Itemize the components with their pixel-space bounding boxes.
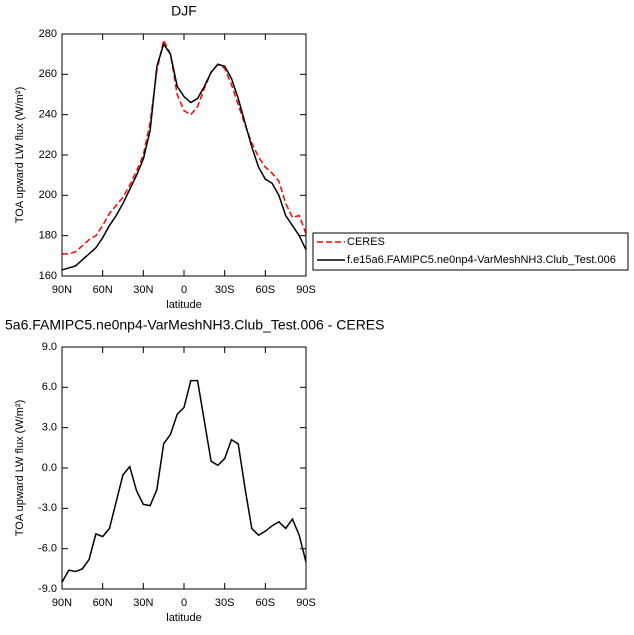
chart-title: 5a6.FAMIPC5.ne0np4-VarMeshNH3.Club_Test.… (5, 317, 384, 333)
y-tick-label: -3.0 (38, 502, 57, 514)
y-tick-label: 220 (39, 149, 57, 161)
x-tick-label: 90S (296, 284, 316, 296)
plot-frame (61, 346, 307, 590)
y-axis-label: TOA upward LW flux (W/m²) (14, 87, 26, 224)
y-tick-label: -6.0 (38, 543, 57, 555)
y-tick-label: 260 (39, 68, 57, 80)
y-tick-label: 180 (39, 230, 57, 242)
x-tick-label: 60N (93, 284, 113, 296)
data-line (61, 379, 307, 583)
y-tick-label: 200 (39, 189, 57, 201)
x-tick-label: 90S (296, 597, 316, 609)
x-tick-label: 30N (133, 284, 153, 296)
y-axis-label: TOA upward LW flux (W/m²) (14, 400, 26, 537)
y-tick-label: 6.0 (42, 381, 57, 393)
legend-label: f.e15a6.FAMIPC5.ne0np4-VarMeshNH3.Club_T… (347, 254, 616, 266)
y-tick-label: 9.0 (42, 341, 57, 353)
legend-label: CERES (347, 236, 385, 248)
data-line (61, 42, 307, 271)
x-tick-label: 60S (256, 597, 276, 609)
x-tick-label: 60S (256, 284, 276, 296)
y-tick-label: 160 (39, 270, 57, 282)
y-tick-label: 3.0 (42, 422, 57, 434)
x-axis-label: latitude (166, 299, 201, 311)
plot-frame (61, 33, 307, 277)
data-line (62, 37, 307, 255)
x-tick-label: 90N (52, 597, 72, 609)
chart-title: DJF (171, 3, 197, 19)
legend-box (312, 232, 629, 271)
y-tick-label: 240 (39, 109, 57, 121)
y-tick-label: 0.0 (42, 462, 57, 474)
y-tick-label: -9.0 (38, 583, 57, 595)
x-tick-label: 0 (181, 284, 187, 296)
x-tick-label: 30S (215, 284, 235, 296)
y-tick-label: 280 (39, 28, 57, 40)
x-axis-label: latitude (166, 612, 201, 624)
x-tick-label: 0 (181, 597, 187, 609)
x-tick-label: 30N (133, 597, 153, 609)
x-tick-label: 30S (215, 597, 235, 609)
x-tick-label: 90N (52, 284, 72, 296)
x-tick-label: 60N (93, 597, 113, 609)
